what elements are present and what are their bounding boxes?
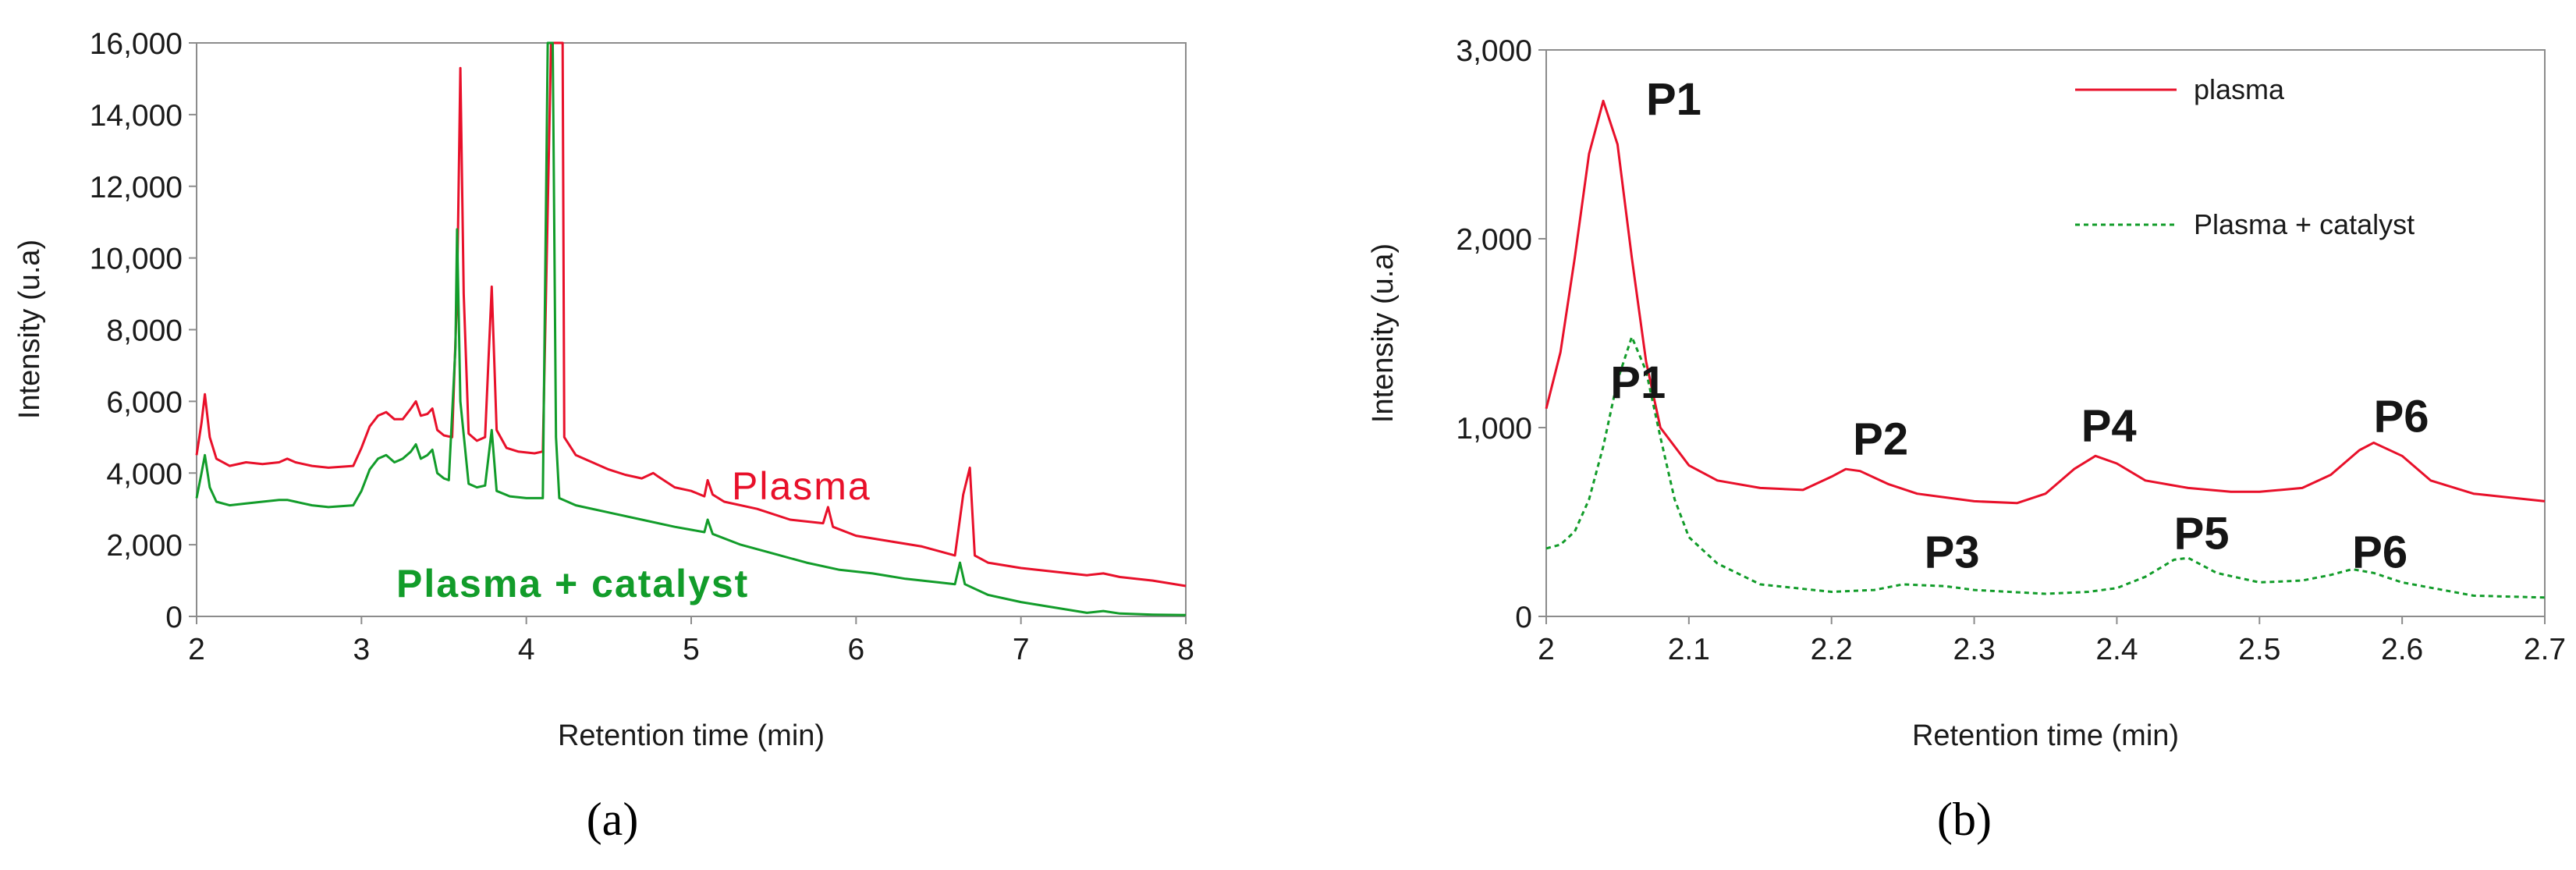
y-tick-label: 4,000 [106, 457, 183, 491]
annotation-plasma-catalyst: Plasma + catalyst [396, 562, 749, 605]
peak-labels-b: P1 P1 P2 P3 P4 P5 P6 P6 [1610, 74, 2429, 578]
x-tick-label: 5 [683, 633, 700, 666]
y-tick-label: 16,000 [90, 27, 183, 61]
series-line-plasma [1545, 99, 2546, 505]
y-axis-title-a: Intensity (u.a) [13, 240, 46, 419]
ticks-b: 2 2.1 2.2 2.3 2.4 2.5 2.6 2.7 0 1,000 2,000 3,000 [1456, 34, 2566, 666]
peak-label: P4 [2081, 400, 2137, 451]
y-tick-label: 0 [1515, 601, 1532, 634]
peak-label: P6 [2352, 527, 2407, 578]
plot-area-b [1545, 49, 2546, 617]
chart-panel-b: 2 2.1 2.2 2.3 2.4 2.5 2.6 2.7 0 1,000 2,000 3,000 P… [1367, 34, 2566, 845]
x-axis-title-b: Retention time (min) [1912, 719, 2179, 752]
x-tick-label: 2.4 [2095, 633, 2138, 666]
panel-label-b: (b) [1937, 794, 1992, 845]
x-tick-label: 2.7 [2524, 633, 2566, 666]
series-b [1545, 99, 2546, 599]
legend-label-plasma: plasma [2194, 73, 2285, 105]
y-tick-label: 6,000 [106, 385, 183, 419]
peak-label: P5 [2174, 508, 2230, 559]
x-tick-label: 3 [353, 633, 370, 666]
y-tick-label: 2,000 [106, 529, 183, 563]
y-tick-label: 2,000 [1456, 223, 1532, 257]
peak-label: P6 [2374, 391, 2429, 442]
panel-label-a: (a) [587, 794, 639, 845]
x-tick-label: 2.5 [2238, 633, 2280, 666]
peak-label: P3 [1925, 527, 1980, 578]
x-tick-label: 7 [1013, 633, 1030, 666]
x-axis-title-a: Retention time (min) [558, 719, 825, 752]
x-tick-label: 8 [1177, 633, 1194, 666]
legend-label-plasma-catalyst: Plasma + catalyst [2194, 208, 2415, 240]
x-tick-label: 2.2 [1811, 633, 1853, 666]
legend-b: plasma Plasma + catalyst [2075, 73, 2415, 240]
series-line-plasma [195, 41, 1187, 588]
y-tick-label: 0 [165, 601, 183, 634]
x-tick-label: 2 [188, 633, 205, 666]
x-tick-label: 2.6 [2381, 633, 2423, 666]
peak-label: P1 [1646, 74, 1701, 125]
y-tick-label: 10,000 [90, 243, 183, 276]
ticks-a: 2 3 4 5 6 7 8 0 2,000 4,000 6,000 8,000 10,000 12,000… [90, 27, 1194, 666]
peak-label: P1 [1610, 357, 1666, 408]
series-line-plasma-catalyst [1545, 336, 2546, 599]
series-line-plasma-catalyst [195, 41, 1187, 616]
x-tick-label: 2.1 [1668, 633, 1710, 666]
y-tick-label: 14,000 [90, 99, 183, 133]
x-tick-label: 2.3 [1953, 633, 1995, 666]
x-tick-label: 6 [847, 633, 864, 666]
x-tick-label: 4 [518, 633, 535, 666]
annotation-plasma: Plasma [732, 464, 871, 508]
peak-label: P2 [1853, 414, 1908, 464]
chart-panel-a: 2 3 4 5 6 7 8 0 2,000 4,000 6,000 8,000 10,000 12,000… [13, 27, 1194, 845]
y-tick-label: 8,000 [106, 314, 183, 348]
y-axis-title-b: Intensity (u.a) [1367, 243, 1400, 423]
y-tick-label: 12,000 [90, 171, 183, 204]
series-a [195, 41, 1187, 616]
y-tick-label: 1,000 [1456, 412, 1532, 446]
y-tick-label: 3,000 [1456, 34, 1532, 68]
x-tick-label: 2 [1538, 633, 1555, 666]
